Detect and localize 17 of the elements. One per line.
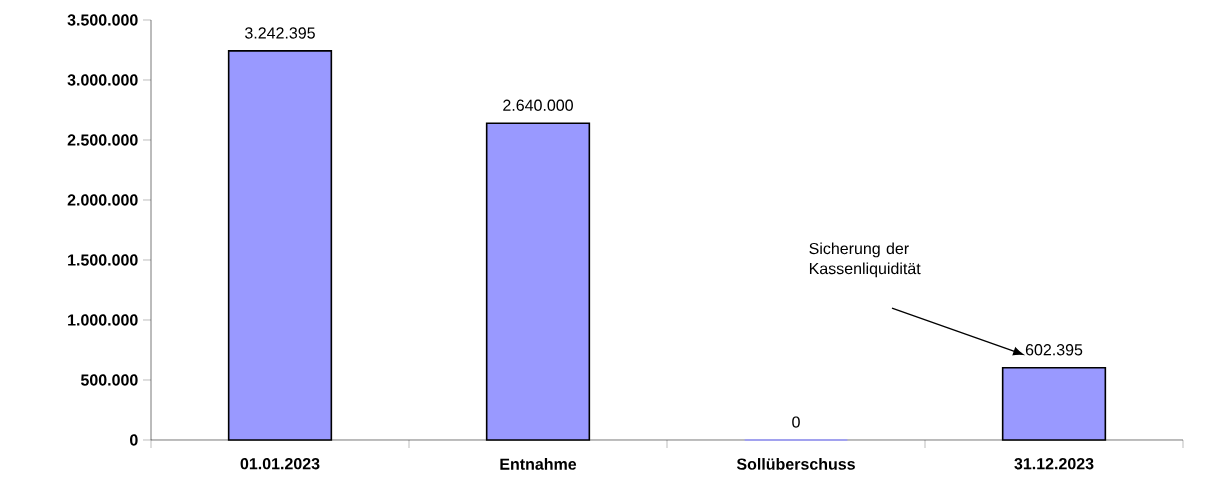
x-tick-label: 01.01.2023 (240, 458, 320, 470)
y-tick-label: 3.500.000 (67, 14, 138, 26)
x-tick-label: Sollüberschuss (736, 458, 855, 470)
data-label: 3.242.395 (245, 27, 315, 39)
y-tick-label: 500.000 (80, 374, 138, 386)
data-label: 2.640.000 (503, 99, 573, 111)
x-tick-label: 31.12.2023 (1014, 458, 1094, 470)
data-label: 602.395 (1025, 344, 1083, 356)
y-tick-label: 2.000.000 (67, 194, 138, 206)
y-tick-label: 3.000.000 (67, 74, 138, 86)
y-tick-label: 1.500.000 (68, 254, 138, 266)
y-tick-label: 0 (130, 434, 138, 446)
y-tick-label: 1.000.000 (68, 314, 138, 326)
y-tick-label: 2.500.000 (67, 134, 138, 146)
data-label: 0 (792, 416, 800, 428)
annotation: Sicherung der Kassenliquidität (809, 242, 921, 278)
x-tick-label: Entnahme (500, 458, 577, 470)
